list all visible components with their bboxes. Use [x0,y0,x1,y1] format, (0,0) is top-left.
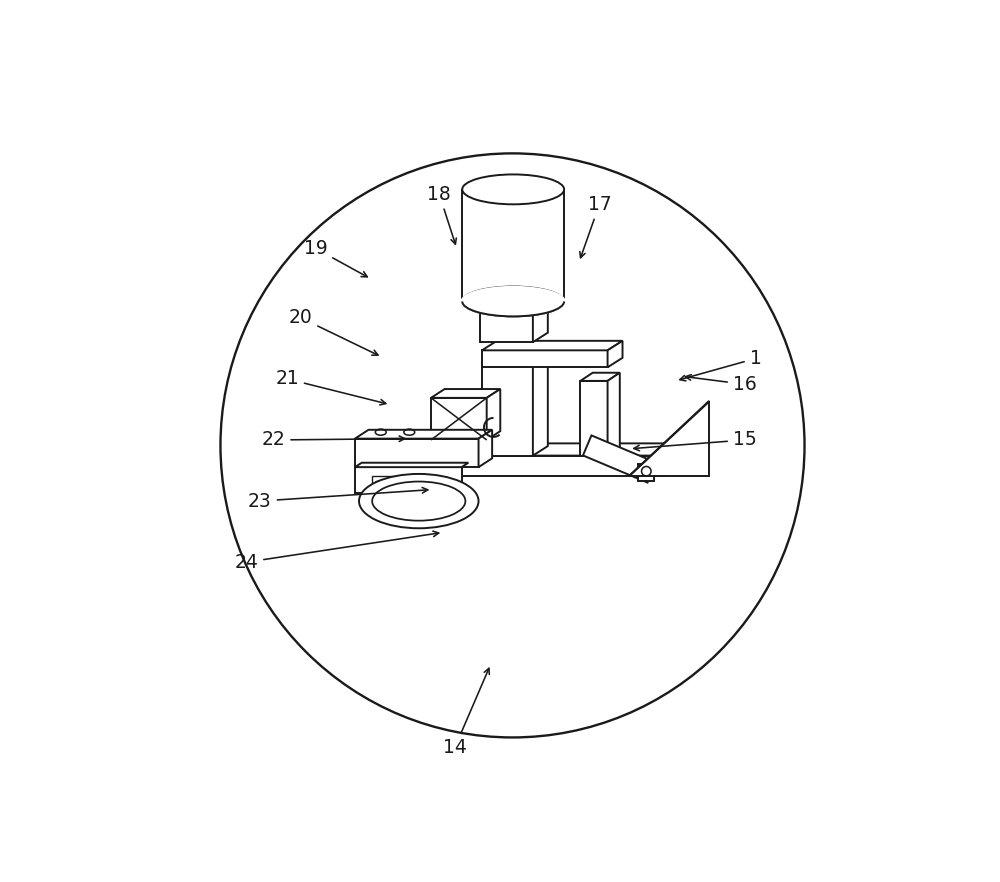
Polygon shape [482,364,533,456]
Polygon shape [608,373,620,456]
Polygon shape [665,444,684,476]
Text: 1: 1 [680,349,762,381]
Polygon shape [487,389,500,440]
Text: 24: 24 [234,531,439,572]
Polygon shape [608,340,623,367]
Polygon shape [482,340,623,350]
Ellipse shape [359,474,479,528]
Polygon shape [355,438,479,467]
Polygon shape [638,465,654,481]
Text: 20: 20 [289,308,378,355]
Polygon shape [366,456,665,476]
Polygon shape [533,300,548,342]
Polygon shape [480,310,533,342]
Polygon shape [431,398,487,440]
Polygon shape [482,350,608,367]
Polygon shape [580,373,620,381]
Polygon shape [479,430,492,467]
Polygon shape [580,381,608,456]
Text: 19: 19 [304,239,367,277]
Text: 15: 15 [634,430,757,451]
Text: 23: 23 [248,488,428,511]
Polygon shape [629,401,709,476]
Polygon shape [355,463,468,467]
Text: 22: 22 [262,430,405,450]
Polygon shape [366,444,684,456]
Polygon shape [355,430,492,438]
Text: 16: 16 [685,375,757,393]
Ellipse shape [461,286,566,317]
Text: 14: 14 [443,669,489,757]
Polygon shape [533,355,548,456]
Polygon shape [480,300,548,310]
Ellipse shape [462,175,564,205]
Polygon shape [583,436,656,482]
Polygon shape [431,389,500,398]
Polygon shape [355,467,462,493]
Text: 21: 21 [275,370,386,405]
Text: 17: 17 [580,195,611,258]
Text: 18: 18 [427,184,456,244]
Polygon shape [482,355,548,364]
